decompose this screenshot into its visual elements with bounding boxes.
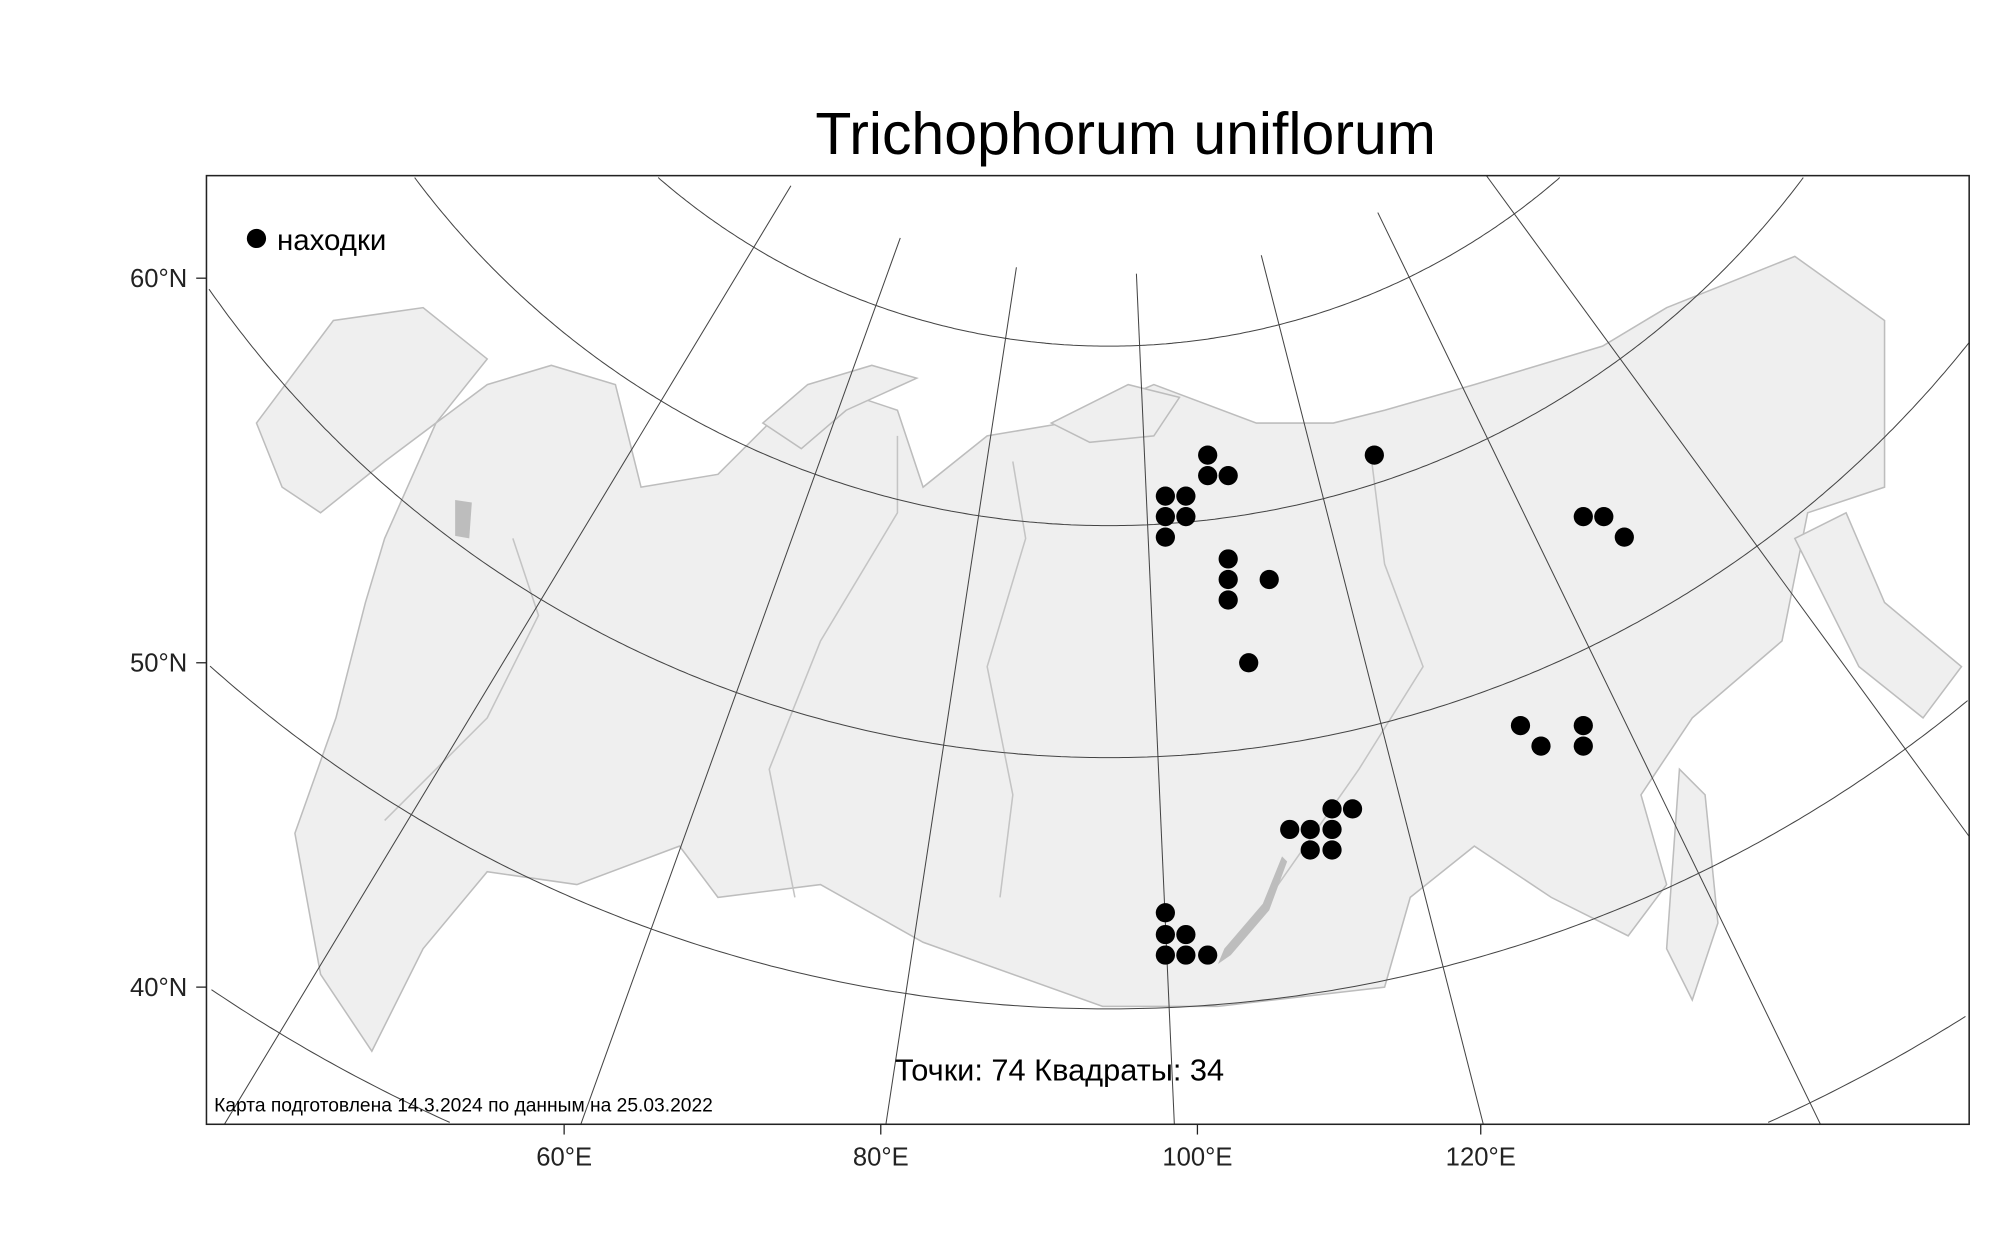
meridian-line (1135, 273, 1175, 1125)
legend-marker-icon (246, 228, 267, 249)
lon-label: 100°E (1162, 1143, 1232, 1171)
land-sakhalin (1665, 767, 1719, 1002)
map-area (208, 175, 1970, 1125)
lake-baikal (1217, 856, 1288, 965)
occurrence-point (1300, 819, 1320, 840)
parallel-line (414, 177, 1804, 527)
occurrence-point (1322, 799, 1342, 819)
occurrence-point (1573, 715, 1593, 736)
occurrence-point (1280, 819, 1300, 840)
occurrence-point (1218, 549, 1238, 569)
lon-label: 120°E (1446, 1143, 1516, 1171)
lat-label: 60°N (130, 265, 187, 293)
parallel-line (209, 665, 1968, 1010)
map-frame (205, 174, 1970, 1126)
parallel-line (208, 288, 1970, 759)
occurrence-point (1176, 945, 1196, 965)
land-eurasia (294, 255, 1886, 1053)
occurrence-point (1573, 507, 1593, 527)
occurrence-point (1198, 465, 1218, 486)
land-scandinavia (255, 306, 489, 514)
map-title: Trichophorum uniflorum (815, 102, 1435, 167)
occurrence-point (1342, 799, 1363, 819)
occurrence-point (1198, 445, 1218, 465)
meridian-line (1260, 255, 1484, 1125)
occurrence-point (1218, 590, 1238, 610)
occurrence-point (1176, 486, 1196, 506)
legend-label: находки (277, 224, 386, 257)
occurrence-point (1155, 903, 1175, 923)
summary-counts: Точки: 74 Квадраты: 34 (895, 1053, 1224, 1088)
land-taymyr (1049, 383, 1181, 444)
land-kamchatka (1793, 511, 1963, 720)
meridian-line (223, 185, 792, 1125)
occurrence-point (1198, 945, 1218, 965)
river-volga (384, 538, 540, 822)
occurrence-point (1259, 569, 1279, 590)
occurrence-point (1594, 507, 1614, 527)
occurrence-point (1176, 924, 1196, 945)
graticule (208, 175, 1970, 1125)
occurrence-point (1322, 840, 1342, 860)
occurrence-points (1155, 445, 1634, 965)
occurrence-point (1573, 736, 1593, 756)
river-ob (768, 435, 899, 898)
occurrence-point (1155, 924, 1175, 945)
occurrence-point (1155, 945, 1175, 965)
meridian-line (1377, 212, 1821, 1125)
river-yenisei (986, 461, 1027, 898)
occurrence-point (1155, 507, 1175, 527)
occurrence-point (1510, 715, 1531, 736)
occurrence-point (1239, 653, 1259, 673)
lon-label: 60°E (536, 1143, 592, 1171)
lon-label: 80°E (853, 1143, 909, 1171)
meridian-line (1485, 175, 1970, 837)
parallel-line (657, 177, 1561, 347)
occurrence-point (1531, 736, 1551, 756)
occurrence-point (1155, 527, 1175, 547)
longitude-labels: 60°E 80°E 100°E 120°E (536, 1124, 1516, 1171)
lat-label: 40°N (130, 974, 187, 1002)
occurrence-point (1176, 507, 1196, 527)
parallel-line (211, 989, 1966, 1123)
occurrence-point (1155, 486, 1175, 506)
meridian-line (580, 237, 901, 1125)
legend: находки (246, 224, 386, 257)
occurrence-point (1614, 527, 1634, 547)
occurrence-point (1322, 819, 1342, 840)
occurrence-point (1218, 569, 1238, 590)
lake-ladoga (455, 499, 472, 539)
occurrence-point (1218, 465, 1238, 486)
occurrence-point (1364, 445, 1384, 465)
map-footer: Карта подготовлена 14.3.2024 по данным н… (214, 1095, 713, 1116)
land-layer (255, 255, 1963, 1053)
lat-label: 50°N (130, 650, 187, 678)
occurrence-point (1300, 840, 1320, 860)
latitude-labels: 60°N 50°N 40°N (130, 265, 207, 1002)
meridian-line (885, 267, 1017, 1125)
